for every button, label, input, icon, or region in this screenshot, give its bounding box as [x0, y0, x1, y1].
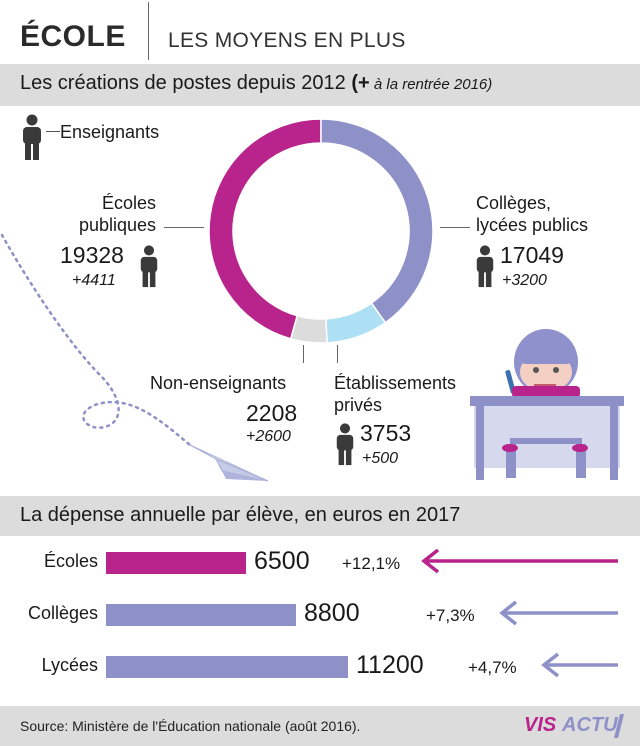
- section1-band: Les créations de postes depuis 2012 (+ à…: [0, 64, 640, 106]
- logo-mark-icon: [614, 714, 624, 738]
- leader-ecoles: [164, 227, 204, 228]
- source-note: Source: Ministère de l'Éducation nationa…: [20, 718, 361, 734]
- label-prives-line2: privés: [334, 395, 383, 415]
- arrow-left-icon-lycees: [541, 652, 618, 678]
- visactu-logo: VIS ACTU: [524, 712, 624, 742]
- change-lycees: +4,7%: [468, 658, 517, 677]
- bar-label-lycees: Lycées: [41, 655, 98, 675]
- bar-value-lycees: 11200: [356, 651, 424, 679]
- label-colleges-line2: lycées publics: [476, 215, 589, 235]
- section1-note-plus: (+: [351, 72, 370, 94]
- person-icon-colleges: [476, 245, 494, 288]
- label-colleges-line1: Collèges,: [476, 193, 552, 213]
- legend-label: Enseignants: [60, 122, 160, 142]
- label-ecoles-line1: Écoles: [101, 193, 156, 213]
- value-colleges: 17049: [500, 242, 564, 268]
- logo-part-vis: VIS: [524, 714, 557, 736]
- label-ecoles-line2: publiques: [78, 215, 156, 235]
- footer: Source: Ministère de l'Éducation nationa…: [0, 706, 640, 746]
- increase-ecoles: +4411: [72, 272, 116, 289]
- bar-lycees: [106, 656, 348, 678]
- value-non-enseignants: 2208: [246, 400, 298, 426]
- legend-person-icon: [23, 114, 41, 160]
- page-subtitle: LES MOYENS EN PLUS: [168, 29, 406, 52]
- paper-plane-icon: [189, 444, 269, 482]
- legend-connector: [46, 131, 60, 132]
- section1-title-text: Les créations de postes depuis 2012: [20, 72, 346, 94]
- person-icon-ecoles: [140, 245, 158, 288]
- section2-title: La dépense annuelle par élève, en euros …: [20, 504, 461, 526]
- section1-title: Les créations de postes depuis 2012 (+ à…: [20, 72, 492, 95]
- label-non-enseignants: Non-enseignants: [150, 373, 287, 393]
- leader-colleges: [440, 227, 470, 228]
- arrow-left-icon-colleges: [499, 600, 618, 626]
- bar-label-ecoles: Écoles: [43, 551, 98, 571]
- label-prives-line1: Établissements: [334, 373, 457, 393]
- dotted-trail: [0, 233, 192, 447]
- leader-non-enseignants: [303, 345, 304, 363]
- section2-band: La dépense annuelle par élève, en euros …: [0, 496, 640, 536]
- logo-part-actu: ACTU: [562, 714, 618, 736]
- bar-ecoles: [106, 552, 246, 574]
- donut-slice-colleges: [320, 118, 434, 324]
- bar-value-colleges: 8800: [304, 599, 360, 627]
- arrow-left-icon-ecoles: [421, 548, 618, 574]
- header-divider: [148, 2, 149, 60]
- increase-colleges: +3200: [502, 272, 547, 289]
- donut-slice-non-enseignants: [289, 314, 328, 344]
- change-colleges: +7,3%: [426, 606, 475, 625]
- donut-chart: [208, 118, 434, 344]
- increase-non-enseignants: +2600: [246, 428, 291, 445]
- page-title: ÉCOLE: [20, 20, 126, 53]
- page-header: ÉCOLE LES MOYENS EN PLUS: [0, 0, 640, 62]
- student-desk-illustration: [470, 329, 624, 480]
- increase-prives: +500: [362, 450, 399, 467]
- person-icon-prives: [336, 423, 354, 466]
- value-prives: 3753: [360, 420, 412, 446]
- change-ecoles: +12,1%: [342, 554, 401, 573]
- section1-note-text: à la rentrée 2016): [369, 76, 493, 93]
- bar-value-ecoles: 6500: [254, 547, 310, 575]
- leader-prives: [337, 345, 338, 363]
- value-ecoles: 19328: [60, 242, 124, 268]
- bar-label-colleges: Collèges: [27, 603, 98, 623]
- bar-colleges: [106, 604, 296, 626]
